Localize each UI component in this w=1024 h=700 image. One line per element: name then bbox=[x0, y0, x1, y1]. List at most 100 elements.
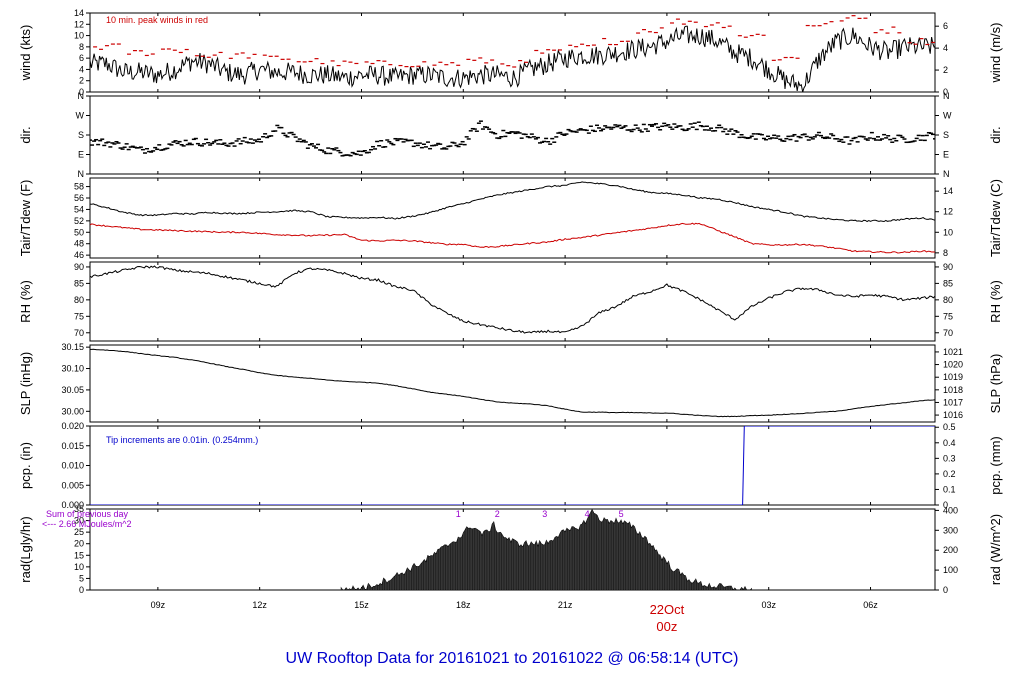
y-tick-label: 30.00 bbox=[61, 406, 84, 416]
y-axis-label: pcp. (in) bbox=[18, 442, 33, 489]
y-right-tick-label: N bbox=[943, 169, 950, 179]
panel-slp: 30.00 30.05 30.10 30.15 1016 1017 1018 1019 1020… bbox=[18, 342, 1003, 423]
x-tick-label: 03z bbox=[761, 600, 776, 610]
y-tick-label: 54 bbox=[74, 204, 84, 214]
wind-annotation: 10 min. peak winds in red bbox=[106, 15, 208, 25]
y-axis-label: Tair/Tdew (F) bbox=[18, 180, 33, 257]
x-hour-label: 00z bbox=[656, 619, 677, 634]
y-tick-label: 46 bbox=[74, 250, 84, 260]
rad-marker: 2 bbox=[495, 509, 500, 519]
y-right-tick-label: 85 bbox=[943, 278, 953, 288]
y-tick-label: 0.000 bbox=[61, 500, 84, 510]
panel-pcp: 0.000 0.005 0.010 0.015 0.020 0 0.1 0.2 0.3 0.4 0.… bbox=[18, 421, 1003, 510]
plot-area bbox=[90, 265, 935, 334]
pcp-annotation: Tip increments are 0.01in. (0.254mm.) bbox=[106, 435, 258, 445]
plot-area bbox=[90, 120, 935, 157]
y-tick-label: 12 bbox=[74, 19, 84, 29]
x-tick-label: 15z bbox=[354, 600, 369, 610]
x-tick-label: 21z bbox=[558, 600, 573, 610]
y-tick-label: 90 bbox=[74, 262, 84, 272]
y-tick-label: 15 bbox=[74, 550, 84, 560]
rad-annotation-line: Sum of previous day bbox=[46, 509, 129, 519]
y-right-tick-label: 0.5 bbox=[943, 422, 956, 432]
x-tick-label: 18z bbox=[456, 600, 471, 610]
y-right-tick-label: 1017 bbox=[943, 397, 963, 407]
plot-area bbox=[340, 509, 752, 590]
x-tick-label: 12z bbox=[252, 600, 267, 610]
y-right-tick-label: 400 bbox=[943, 505, 958, 515]
y-tick-label: 20 bbox=[74, 539, 84, 549]
y-tick-label: 0 bbox=[79, 87, 84, 97]
y-tick-label: S bbox=[78, 130, 84, 140]
rad-annotation-line: <--- 2.66 MJoules/m^2 bbox=[42, 519, 132, 529]
panel-frame bbox=[89, 261, 936, 342]
y-right-tick-label: 90 bbox=[943, 262, 953, 272]
y-axis-label: wind (kts) bbox=[18, 25, 33, 82]
y-tick-label: 50 bbox=[74, 227, 84, 237]
y-right-tick-label: 8 bbox=[943, 248, 948, 258]
page-title: UW Rooftop Data for 20161021 to 20161022… bbox=[285, 650, 739, 667]
plot-area bbox=[90, 426, 935, 505]
y-right-tick-label: 100 bbox=[943, 565, 958, 575]
y-right-tick-label: 12 bbox=[943, 207, 953, 217]
y-tick-label: 0.005 bbox=[61, 480, 84, 490]
plot-area bbox=[90, 181, 935, 254]
rh-rh-line bbox=[90, 265, 935, 334]
y-right-tick-label: 70 bbox=[943, 328, 953, 338]
y-tick-label: 30.10 bbox=[61, 364, 84, 374]
y-axis-label-right: Tair/Tdew (C) bbox=[988, 179, 1003, 257]
wind-speed-line bbox=[90, 25, 935, 92]
rad-marker: 4 bbox=[585, 509, 590, 519]
y-tick-label: 2 bbox=[79, 76, 84, 86]
y-axis-label-right: wind (m/s) bbox=[988, 23, 1003, 84]
y-tick-label: 56 bbox=[74, 193, 84, 203]
y-axis-label: rad(Lgly/hr) bbox=[18, 516, 33, 582]
y-right-tick-label: 1019 bbox=[943, 372, 963, 382]
x-tick-label: 09z bbox=[151, 600, 166, 610]
y-tick-label: 5 bbox=[79, 573, 84, 583]
temp-dew-line bbox=[90, 222, 935, 254]
y-tick-label: 70 bbox=[74, 328, 84, 338]
y-right-tick-label: 0.3 bbox=[943, 453, 956, 463]
y-right-tick-label: 0.2 bbox=[943, 469, 956, 479]
y-tick-label: 58 bbox=[74, 182, 84, 192]
x-date-label: 22Oct bbox=[650, 602, 685, 617]
y-right-tick-label: E bbox=[943, 150, 949, 160]
y-right-tick-label: 2 bbox=[943, 65, 948, 75]
y-axis-label-right: SLP (hPa) bbox=[988, 354, 1003, 414]
panel-frame bbox=[89, 12, 936, 93]
y-tick-label: 52 bbox=[74, 216, 84, 226]
y-right-tick-label: W bbox=[943, 111, 952, 121]
y-right-tick-label: 14 bbox=[943, 186, 953, 196]
y-tick-label: 0.020 bbox=[61, 421, 84, 431]
y-axis-label-right: dir. bbox=[988, 126, 1003, 143]
y-axis-label-right: rad (W/m^2) bbox=[988, 514, 1003, 585]
temp-air-line bbox=[90, 181, 935, 223]
y-tick-label: 10 bbox=[74, 562, 84, 572]
y-right-tick-label: 1018 bbox=[943, 385, 963, 395]
y-tick-label: E bbox=[78, 150, 84, 160]
y-right-tick-label: 1021 bbox=[943, 347, 963, 357]
y-right-tick-label: 0.4 bbox=[943, 438, 956, 448]
plot-area bbox=[90, 15, 935, 92]
y-axis-label: RH (%) bbox=[18, 280, 33, 323]
y-right-tick-label: 4 bbox=[943, 43, 948, 53]
y-right-tick-label: 0 bbox=[943, 500, 948, 510]
y-axis-label: SLP (inHg) bbox=[18, 352, 33, 415]
y-right-tick-label: 1020 bbox=[943, 360, 963, 370]
y-right-tick-label: 0 bbox=[943, 87, 948, 97]
panel-frame bbox=[89, 344, 936, 423]
y-axis-label-right: RH (%) bbox=[988, 280, 1003, 323]
panel-frame bbox=[89, 177, 936, 259]
y-tick-label: 48 bbox=[74, 239, 84, 249]
y-tick-label: 75 bbox=[74, 311, 84, 321]
y-right-tick-label: 10 bbox=[943, 227, 953, 237]
rad-marker: 3 bbox=[542, 509, 547, 519]
y-tick-label: 0.015 bbox=[61, 441, 84, 451]
y-right-tick-label: 80 bbox=[943, 295, 953, 305]
